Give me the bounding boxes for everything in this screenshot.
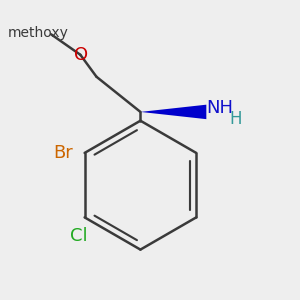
Text: NH: NH: [206, 98, 233, 116]
Text: Cl: Cl: [70, 227, 88, 245]
Text: methoxy: methoxy: [8, 26, 68, 40]
Text: O: O: [74, 46, 88, 64]
Text: H: H: [230, 110, 242, 128]
Text: Br: Br: [53, 144, 73, 162]
Polygon shape: [140, 105, 206, 119]
